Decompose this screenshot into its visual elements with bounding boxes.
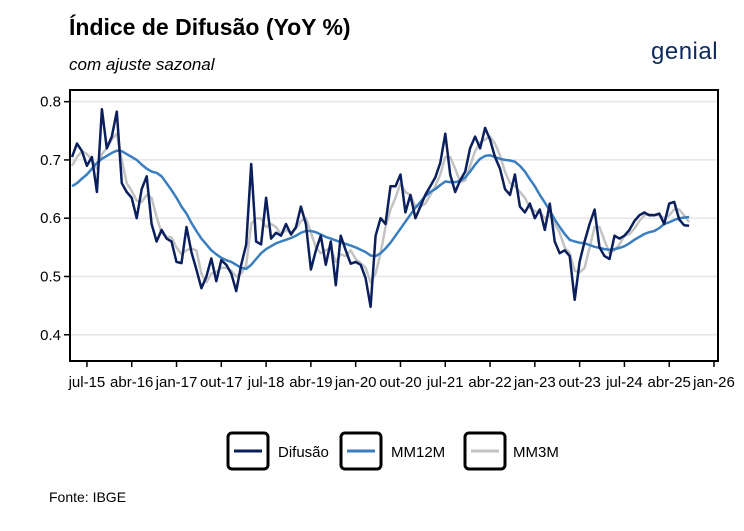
- series-lines: [70, 107, 691, 309]
- y-tick-label: 0.5: [40, 268, 61, 285]
- y-axis: 0.4 0.5 0.6 0.7 0.8: [40, 94, 70, 344]
- y-tick-label: 0.4: [40, 327, 61, 344]
- brand-logo: genial: [651, 38, 719, 65]
- series-line-mm12m: [71, 149, 690, 271]
- x-tick-label: jul-24: [605, 374, 643, 391]
- x-tick-label: out-17: [200, 374, 243, 391]
- legend-label: MM3M: [513, 444, 559, 461]
- legend-label: MM12M: [391, 444, 445, 461]
- legend-label: Difusão: [278, 444, 329, 461]
- y-tick-label: 0.6: [40, 210, 61, 227]
- x-tick-label: out-23: [558, 374, 601, 391]
- series-line-mm3m: [70, 132, 691, 284]
- chart-subtitle: com ajuste sazonal: [69, 55, 215, 74]
- source-note: Fonte: IBGE: [49, 489, 127, 505]
- series-line-difusao: [70, 107, 690, 309]
- legend: Difusão MM12M MM3M: [226, 431, 559, 471]
- chart-title: Índice de Difusão (YoY %): [69, 14, 351, 40]
- legend-item-mm12m: MM12M: [339, 431, 445, 471]
- x-tick-label: abr-22: [468, 374, 511, 391]
- plot-frame: [69, 89, 719, 362]
- x-axis: jul-15 abr-16 jan-17 out-17 jul-18 abr-19 jan-…: [68, 361, 735, 391]
- x-tick-label: jul-21: [426, 374, 464, 391]
- x-tick-label: jan-20: [334, 374, 377, 391]
- x-tick-label: jan-23: [513, 374, 556, 391]
- x-tick-label: jan-26: [692, 374, 735, 391]
- x-tick-label: jan-17: [155, 374, 198, 391]
- gridlines: [70, 100, 718, 336]
- x-tick-label: jul-18: [247, 374, 285, 391]
- y-tick-label: 0.8: [40, 94, 61, 111]
- x-tick-label: abr-16: [110, 374, 153, 391]
- x-tick-label: out-20: [379, 374, 422, 391]
- x-tick-label: abr-19: [289, 374, 332, 391]
- legend-item-mm3m: MM3M: [463, 431, 559, 471]
- x-tick-label: jul-15: [68, 374, 106, 391]
- y-tick-label: 0.7: [40, 152, 61, 169]
- legend-item-difusao: Difusão: [226, 431, 329, 471]
- x-tick-label: abr-25: [648, 374, 691, 391]
